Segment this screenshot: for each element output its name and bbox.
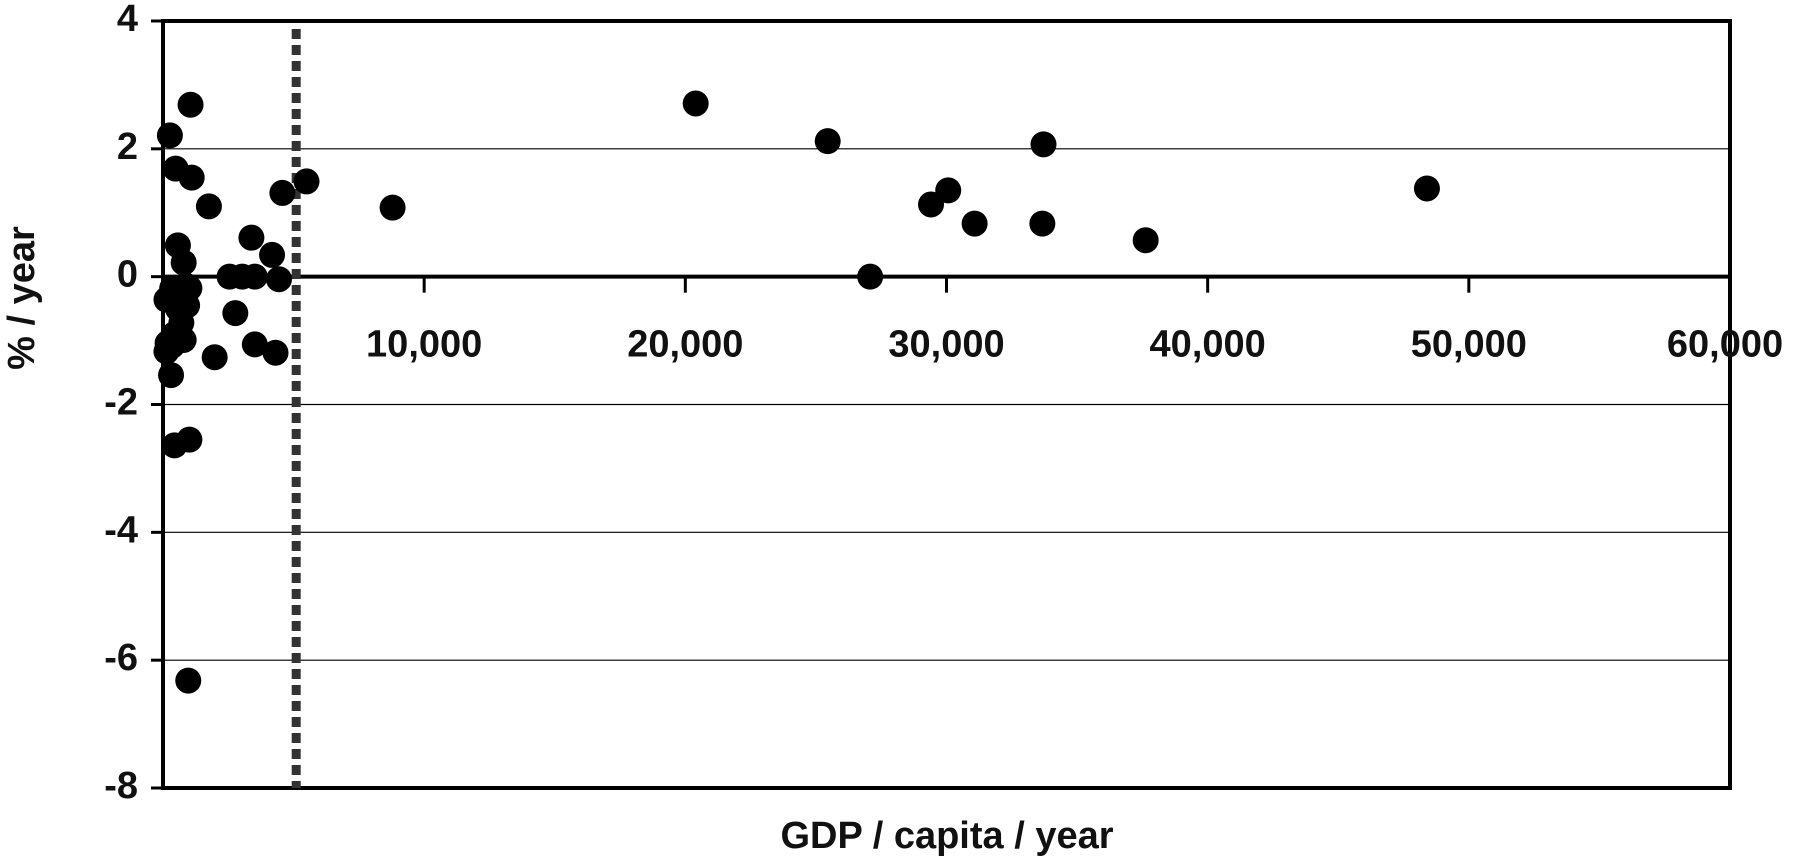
- point: [269, 179, 296, 206]
- x-tick-label: 40,000: [1150, 324, 1266, 366]
- y-tick-label: -6: [104, 637, 138, 679]
- point: [935, 177, 962, 204]
- point: [262, 339, 289, 366]
- point: [178, 164, 205, 191]
- point: [379, 194, 406, 221]
- point: [176, 426, 203, 453]
- point: [1413, 175, 1440, 202]
- y-tick-label: -2: [104, 382, 138, 424]
- x-tick-label: 20,000: [627, 324, 743, 366]
- point: [814, 128, 841, 155]
- x-axis-label: GDP / capita / year: [780, 815, 1113, 857]
- x-tick-label: 60,000: [1667, 324, 1783, 366]
- y-tick-label: 4: [117, 0, 138, 40]
- y-tick-label: -8: [104, 765, 138, 807]
- point: [158, 362, 185, 389]
- x-tick-label: 50,000: [1411, 324, 1527, 366]
- point: [195, 193, 222, 220]
- point: [961, 210, 988, 237]
- point: [1132, 227, 1159, 254]
- point: [259, 241, 286, 268]
- plot-frame: [161, 19, 1732, 790]
- point: [222, 300, 249, 327]
- point: [177, 91, 204, 118]
- point: [1030, 131, 1057, 158]
- point: [153, 338, 180, 365]
- y-tick-label: 2: [117, 126, 138, 168]
- point: [918, 191, 945, 218]
- point: [175, 667, 202, 694]
- y-axis-label: % / year: [1, 226, 43, 370]
- y-tick-label: -4: [104, 509, 138, 551]
- point: [241, 331, 268, 358]
- point: [682, 90, 709, 117]
- point: [238, 224, 265, 251]
- point: [170, 249, 197, 276]
- point: [241, 263, 268, 290]
- x-tick-label: 10,000: [366, 324, 482, 366]
- point: [1029, 210, 1056, 237]
- y-tick-label: 0: [117, 254, 138, 296]
- x-tick-label: 30,000: [888, 324, 1004, 366]
- point: [201, 344, 228, 371]
- point: [857, 263, 884, 290]
- point: [156, 122, 183, 149]
- point: [265, 266, 292, 293]
- point: [293, 168, 320, 195]
